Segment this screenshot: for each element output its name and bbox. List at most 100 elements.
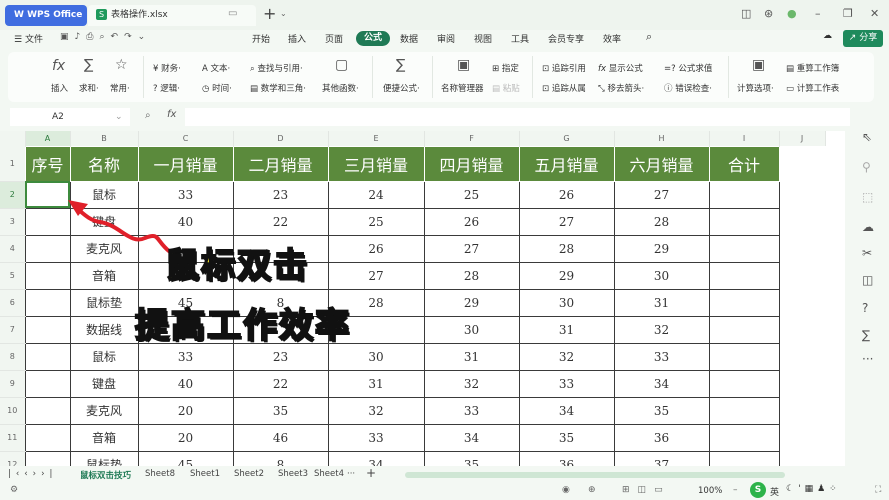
cell[interactable]: 26	[423, 207, 520, 236]
formula-input[interactable]	[185, 108, 850, 126]
cell[interactable]: 45	[137, 450, 234, 466]
help-icon[interactable]: ?	[862, 301, 869, 315]
cell[interactable]: 20	[137, 423, 234, 452]
quick-formula-button[interactable]: 便捷公式·	[383, 84, 420, 94]
avatar[interactable]: ●	[787, 7, 797, 20]
cell[interactable]: 24	[327, 180, 425, 209]
fullscreen-icon[interactable]: ⛶	[875, 485, 882, 495]
finance-button[interactable]: ¥ 财务·	[153, 64, 181, 74]
row-header[interactable]: 8	[0, 343, 25, 371]
cell[interactable]: 35	[613, 396, 710, 425]
row-header[interactable]: 9	[0, 370, 25, 398]
cell[interactable]	[708, 180, 780, 209]
row-header[interactable]: 4	[0, 235, 25, 263]
show-formulas-button[interactable]: fx 显示公式	[598, 64, 643, 74]
name-box[interactable]: A2 ⌄	[10, 108, 130, 126]
frame-icon[interactable]: ⬚	[862, 190, 874, 204]
share-button[interactable]: ↗ 分享	[843, 30, 883, 47]
cell[interactable]	[24, 315, 71, 344]
header-cell[interactable]: 四月销量	[423, 145, 520, 182]
cell[interactable]: 22	[232, 369, 329, 398]
column-header[interactable]: G	[519, 131, 615, 146]
cell[interactable]: 29	[613, 234, 710, 263]
tab-member[interactable]: 会员专享	[548, 35, 585, 45]
next-sheet-icon[interactable]: ›	[32, 469, 42, 479]
spreadsheet-grid[interactable]: A B C D E F G H I J 1 序号 名称 一月销量 二月销量 三月销量 四月销量 五月销量 六月销量合…	[0, 131, 845, 466]
text-button[interactable]: A 文本·	[202, 64, 231, 74]
cell[interactable]: 36	[613, 423, 710, 452]
cell[interactable]: 34	[327, 450, 425, 466]
cell[interactable]	[24, 234, 71, 263]
close-button[interactable]: ✕	[870, 7, 880, 20]
cell[interactable]: 27	[518, 207, 615, 236]
tab-view[interactable]: 视图	[474, 35, 493, 45]
user-icon[interactable]: ♟	[817, 484, 830, 494]
more-sheets-button[interactable]: ···	[347, 469, 356, 479]
cell[interactable]: 23	[232, 180, 329, 209]
cell[interactable]	[24, 369, 71, 398]
common-functions-button[interactable]: 常用·	[110, 84, 130, 94]
sogou-ime-icon[interactable]: S	[750, 482, 766, 498]
cell[interactable]	[24, 423, 71, 452]
sum-icon[interactable]: ∑	[84, 57, 94, 73]
zoom-lookup-icon[interactable]: ⌕	[145, 110, 151, 121]
tab-formula[interactable]: 公式	[356, 31, 390, 46]
cell[interactable]: 40	[137, 369, 234, 398]
file-menu[interactable]: ☰ 文件	[14, 35, 43, 45]
header-cell[interactable]: 一月销量	[137, 145, 234, 182]
ime-language[interactable]: 英	[770, 488, 780, 498]
add-sheet-button[interactable]: +	[366, 466, 377, 480]
autosum-button[interactable]: 求和·	[79, 84, 99, 94]
preview-icon[interactable]: ⌕	[99, 32, 111, 42]
search-icon[interactable]: ⌕	[646, 30, 653, 43]
file-tab[interactable]: S 表格操作.xlsx	[88, 5, 256, 26]
cell[interactable]: 8	[232, 450, 329, 466]
cell[interactable]	[779, 397, 825, 424]
other-functions-icon[interactable]: ▢	[335, 57, 349, 73]
column-header[interactable]: B	[70, 131, 139, 146]
skin-icon[interactable]: ⊛	[764, 7, 774, 20]
header-cell[interactable]: 三月销量	[327, 145, 425, 182]
name-manager-button[interactable]: 名称管理器	[441, 84, 484, 94]
minimize-button[interactable]: –	[815, 7, 821, 20]
quick-formula-icon[interactable]: ∑	[396, 57, 406, 73]
sheet-tab[interactable]: Sheet2	[234, 469, 264, 479]
cell[interactable]	[779, 146, 825, 181]
header-cell[interactable]: 六月销量	[613, 145, 710, 182]
column-header[interactable]: F	[424, 131, 520, 146]
cell[interactable]	[779, 451, 825, 466]
cell[interactable]: 32	[327, 396, 425, 425]
restore-button[interactable]: ❐	[843, 7, 853, 20]
insert-function-button[interactable]: 插入	[51, 84, 69, 94]
cell[interactable]: 35	[518, 423, 615, 452]
sheet-tab[interactable]: Sheet8	[145, 469, 175, 479]
sheet-tab[interactable]: Sheet1	[190, 469, 220, 479]
save-icon[interactable]: ▣	[60, 32, 75, 42]
page-layout-icon[interactable]: ▭	[654, 485, 671, 495]
cell[interactable]: 34	[613, 369, 710, 398]
cell[interactable]: 27	[327, 261, 425, 290]
cell[interactable]: 30	[613, 261, 710, 290]
cell[interactable]: 40	[137, 207, 234, 236]
paste-button[interactable]: ▤ 粘贴	[492, 84, 520, 94]
trace-dependents-button[interactable]: ⊡ 追踪从属	[542, 84, 586, 94]
tab-efficiency[interactable]: 效率	[603, 35, 622, 45]
eye-protect-icon[interactable]: ◉	[562, 485, 570, 495]
column-header[interactable]: C	[138, 131, 234, 146]
cell[interactable]	[708, 261, 780, 290]
other-functions-button[interactable]: 其他函数·	[322, 84, 359, 94]
tab-data[interactable]: 数据	[400, 35, 419, 45]
more-icon[interactable]: ···	[862, 352, 874, 366]
filter-icon[interactable]: ⚲	[862, 160, 871, 174]
cell[interactable]	[24, 396, 71, 425]
assign-button[interactable]: ⊞ 指定	[492, 64, 519, 74]
cell[interactable]: 键盘	[69, 369, 139, 398]
select-icon[interactable]: ⇖	[862, 130, 873, 144]
header-cell[interactable]: 五月销量	[518, 145, 615, 182]
cell[interactable]: 31	[327, 369, 425, 398]
column-header[interactable]: H	[614, 131, 710, 146]
cell[interactable]: 29	[423, 288, 520, 317]
grid-icon[interactable]: ⁘	[829, 484, 841, 494]
row-header[interactable]: 11	[0, 424, 25, 452]
macro-icon[interactable]: ⚙	[10, 485, 19, 495]
